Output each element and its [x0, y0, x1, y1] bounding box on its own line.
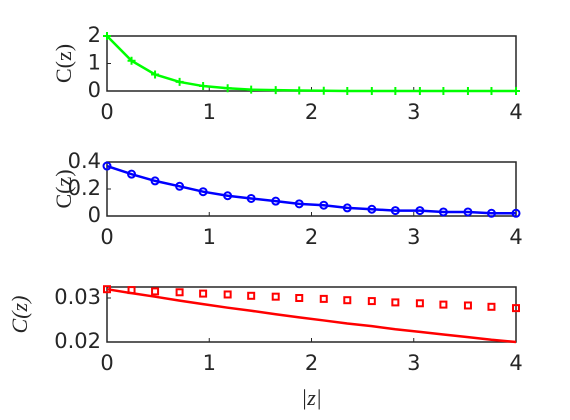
y-tick-label: 0 [88, 203, 101, 227]
x-tick-label: 3 [407, 100, 420, 124]
marker [439, 300, 448, 309]
marker [512, 304, 520, 313]
y-tick-label: 0 [88, 78, 101, 102]
curve [106, 164, 516, 215]
y-tick-label: 2 [88, 23, 101, 47]
x-tick-label: 2 [305, 100, 318, 124]
y-tick-label: 1 [88, 51, 101, 75]
x-tick-label: 3 [407, 351, 420, 375]
marker [391, 298, 400, 307]
marker [247, 291, 256, 300]
curve [106, 287, 517, 344]
marker [175, 288, 184, 297]
x-tick-label: 0 [100, 351, 113, 375]
marker [151, 287, 160, 296]
y-tick-label: 0.4 [68, 149, 101, 173]
axes-box [106, 35, 517, 92]
x-tick-label: 0 [100, 225, 113, 249]
x-tick-label: 2 [305, 225, 318, 249]
x-axis-label: |z| [301, 385, 322, 410]
marker [271, 292, 280, 301]
marker [199, 289, 208, 298]
marker [463, 301, 472, 310]
marker [223, 290, 232, 299]
y-axis-label: C(z) [51, 169, 76, 208]
marker [415, 299, 424, 308]
axes-box [106, 286, 517, 343]
marker [343, 296, 352, 305]
x-tick-label: 1 [203, 351, 216, 375]
x-tick-label: 0 [100, 100, 113, 124]
x-tick-label: 4 [509, 225, 522, 249]
y-axis-label: C(z) [51, 44, 76, 83]
x-tick-label: 1 [203, 225, 216, 249]
y-tick-label: 0.2 [68, 176, 101, 200]
x-tick-label: 4 [509, 351, 522, 375]
x-tick-label: 1 [203, 100, 216, 124]
marker [319, 294, 328, 303]
y-tick-label: 0.03 [54, 285, 101, 309]
x-tick-label: 4 [509, 100, 522, 124]
x-tick-label: 2 [305, 351, 318, 375]
marker [295, 294, 304, 302]
marker [487, 302, 496, 311]
axes-box [106, 161, 517, 217]
y-axis-label: C(z) [7, 296, 32, 334]
marker [367, 297, 376, 306]
x-tick-label: 3 [407, 225, 420, 249]
curve [106, 35, 516, 93]
y-tick-label: 0.02 [54, 329, 101, 353]
